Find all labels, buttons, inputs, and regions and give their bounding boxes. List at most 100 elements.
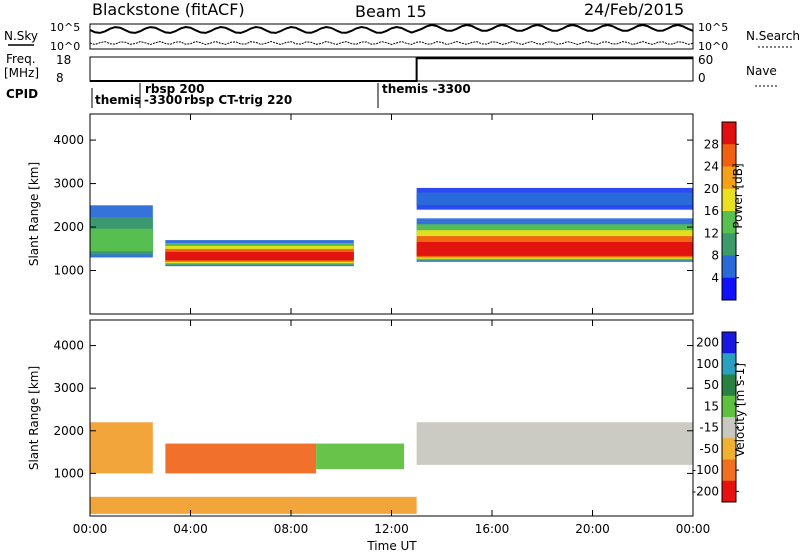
power-bands xyxy=(90,187,693,267)
nsky-tick-bottom: 10^0 xyxy=(50,40,80,53)
colorbar-tick-label: 50 xyxy=(704,378,719,392)
cpid-event-1: themis xyxy=(95,93,141,107)
power-band-layer xyxy=(416,192,693,206)
cpid-label: CPID xyxy=(6,87,38,101)
velocity-band xyxy=(316,443,405,470)
colorbar-tick-label: 24 xyxy=(704,160,719,174)
colorbar-tick-label: 200 xyxy=(696,336,719,350)
y-tick-label: 4000 xyxy=(53,339,84,353)
colorbar-segment xyxy=(722,353,736,375)
y-tick-label: 2000 xyxy=(53,424,84,438)
freq-label: Freq. xyxy=(6,52,36,66)
nave-tick-bottom: 0 xyxy=(698,71,706,85)
power-band-layer xyxy=(90,228,153,252)
freq-strip-frame xyxy=(89,56,694,82)
velocity-colorbar-label: Velocity [m s-1] xyxy=(733,363,747,457)
power-panel: 1000 2000 3000 4000 Slant Range [km] 4 8 12 16… xyxy=(27,113,745,315)
power-panel-background xyxy=(90,114,693,314)
colorbar-tick-label: 4 xyxy=(711,271,719,285)
x-axis-ticks: 00:00 04:00 08:00 12:00 16:00 20:00 00:00 xyxy=(73,114,711,536)
colorbar-segment xyxy=(722,374,736,397)
power-colorbar-label: Power [dB] xyxy=(731,163,745,228)
nsky-label: N.Sky xyxy=(4,29,38,43)
colorbar-segment xyxy=(722,188,736,212)
nsearch-line xyxy=(89,40,694,46)
cpid-event-3: -3300 xyxy=(144,93,182,107)
colorbar-tick-label: -15 xyxy=(699,421,719,435)
colorbar-segment xyxy=(722,122,736,145)
cpid-event-5: themis -3300 xyxy=(382,82,471,96)
cpid-event-4: rbsp CT-trig 220 xyxy=(184,93,292,107)
x-axis-label: Time UT xyxy=(366,539,417,553)
nsky-tick-top: 10^5 xyxy=(50,21,80,34)
colorbar-frame xyxy=(721,331,737,503)
colorbar-segment xyxy=(722,211,736,234)
velocity-band xyxy=(90,496,417,514)
colorbar-tick-label: -200 xyxy=(692,484,719,498)
station-title: Blackstone (fitACF) xyxy=(92,0,245,19)
y-tick-label: 3000 xyxy=(53,381,84,395)
y-tick-label: 2000 xyxy=(53,220,84,234)
power-band-layer xyxy=(416,242,693,256)
x-tick-label: 04:00 xyxy=(173,522,208,536)
power-colorbar: 4 8 12 16 20 24 28 xyxy=(704,121,739,301)
colorbar-tick-label: 100 xyxy=(696,357,719,371)
colorbar-tick-label: 12 xyxy=(704,226,719,240)
nsky-line xyxy=(89,23,694,34)
colorbar-tick-label: 20 xyxy=(704,182,719,196)
colorbar-tick-label: 28 xyxy=(704,137,719,151)
nave-label: Nave xyxy=(746,64,777,78)
power-y-axis-label: Slant Range [km] xyxy=(27,162,41,266)
colorbar-segment xyxy=(722,166,736,190)
y-tick-label: 4000 xyxy=(53,133,84,147)
colorbar-tick-label: 16 xyxy=(704,204,719,218)
colorbar-segment xyxy=(722,480,736,503)
y-tick-label: 1000 xyxy=(53,264,84,278)
x-tick-label: 12:00 xyxy=(374,522,409,536)
colorbar-segment xyxy=(722,459,736,482)
colorbar-tick-label: -50 xyxy=(699,442,719,456)
velocity-bands xyxy=(90,422,693,514)
nsearch-tick-bottom: 10^0 xyxy=(698,40,728,53)
x-tick-label: 00:00 xyxy=(73,522,108,536)
colorbar-segment xyxy=(722,233,736,256)
nsky-strip-frame xyxy=(89,23,694,50)
nsearch-tick-top: 10^5 xyxy=(698,21,728,34)
colorbar-segment xyxy=(722,144,736,167)
velocity-band xyxy=(416,422,693,465)
date-title: 24/Feb/2015 xyxy=(584,0,684,19)
velocity-band xyxy=(90,422,153,474)
colorbar-segment xyxy=(722,332,736,354)
colorbar-segment xyxy=(722,255,736,279)
beam-title: Beam 15 xyxy=(355,2,427,21)
colorbar-segment xyxy=(722,395,736,418)
freq-unit: [MHz] xyxy=(4,66,39,80)
nsearch-label: N.Search xyxy=(746,29,800,43)
colorbar-segment xyxy=(722,277,736,301)
velocity-colorbar: 200 100 50 15 -15 -50 -100 -200 xyxy=(692,331,739,503)
nave-tick-top: 60 xyxy=(698,53,713,67)
velocity-band xyxy=(165,443,317,474)
x-tick-label: 00:00 xyxy=(676,522,711,536)
velocity-panel-background xyxy=(90,320,693,516)
colorbar-segment xyxy=(722,438,736,460)
power-band-layer xyxy=(165,251,354,261)
y-tick-label: 3000 xyxy=(53,177,84,191)
velocity-y-axis-label: Slant Range [km] xyxy=(27,366,41,470)
x-tick-label: 20:00 xyxy=(575,522,610,536)
colorbar-segment xyxy=(722,417,736,439)
freq-tick-bottom: 8 xyxy=(56,71,64,85)
colorbar-tick-label: 15 xyxy=(704,399,719,413)
velocity-y-ticks: 1000 2000 3000 4000 xyxy=(53,339,693,480)
x-tick-label: 08:00 xyxy=(274,522,309,536)
freq-step-line xyxy=(90,57,693,82)
colorbar-tick-label: 8 xyxy=(711,249,719,263)
nsky-trace xyxy=(89,23,694,46)
power-y-ticks: 1000 2000 3000 4000 xyxy=(53,133,693,278)
freq-tick-top: 18 xyxy=(56,53,71,67)
y-tick-label: 1000 xyxy=(53,466,84,480)
x-tick-label: 16:00 xyxy=(475,522,510,536)
colorbar-tick-label: -100 xyxy=(692,463,719,477)
